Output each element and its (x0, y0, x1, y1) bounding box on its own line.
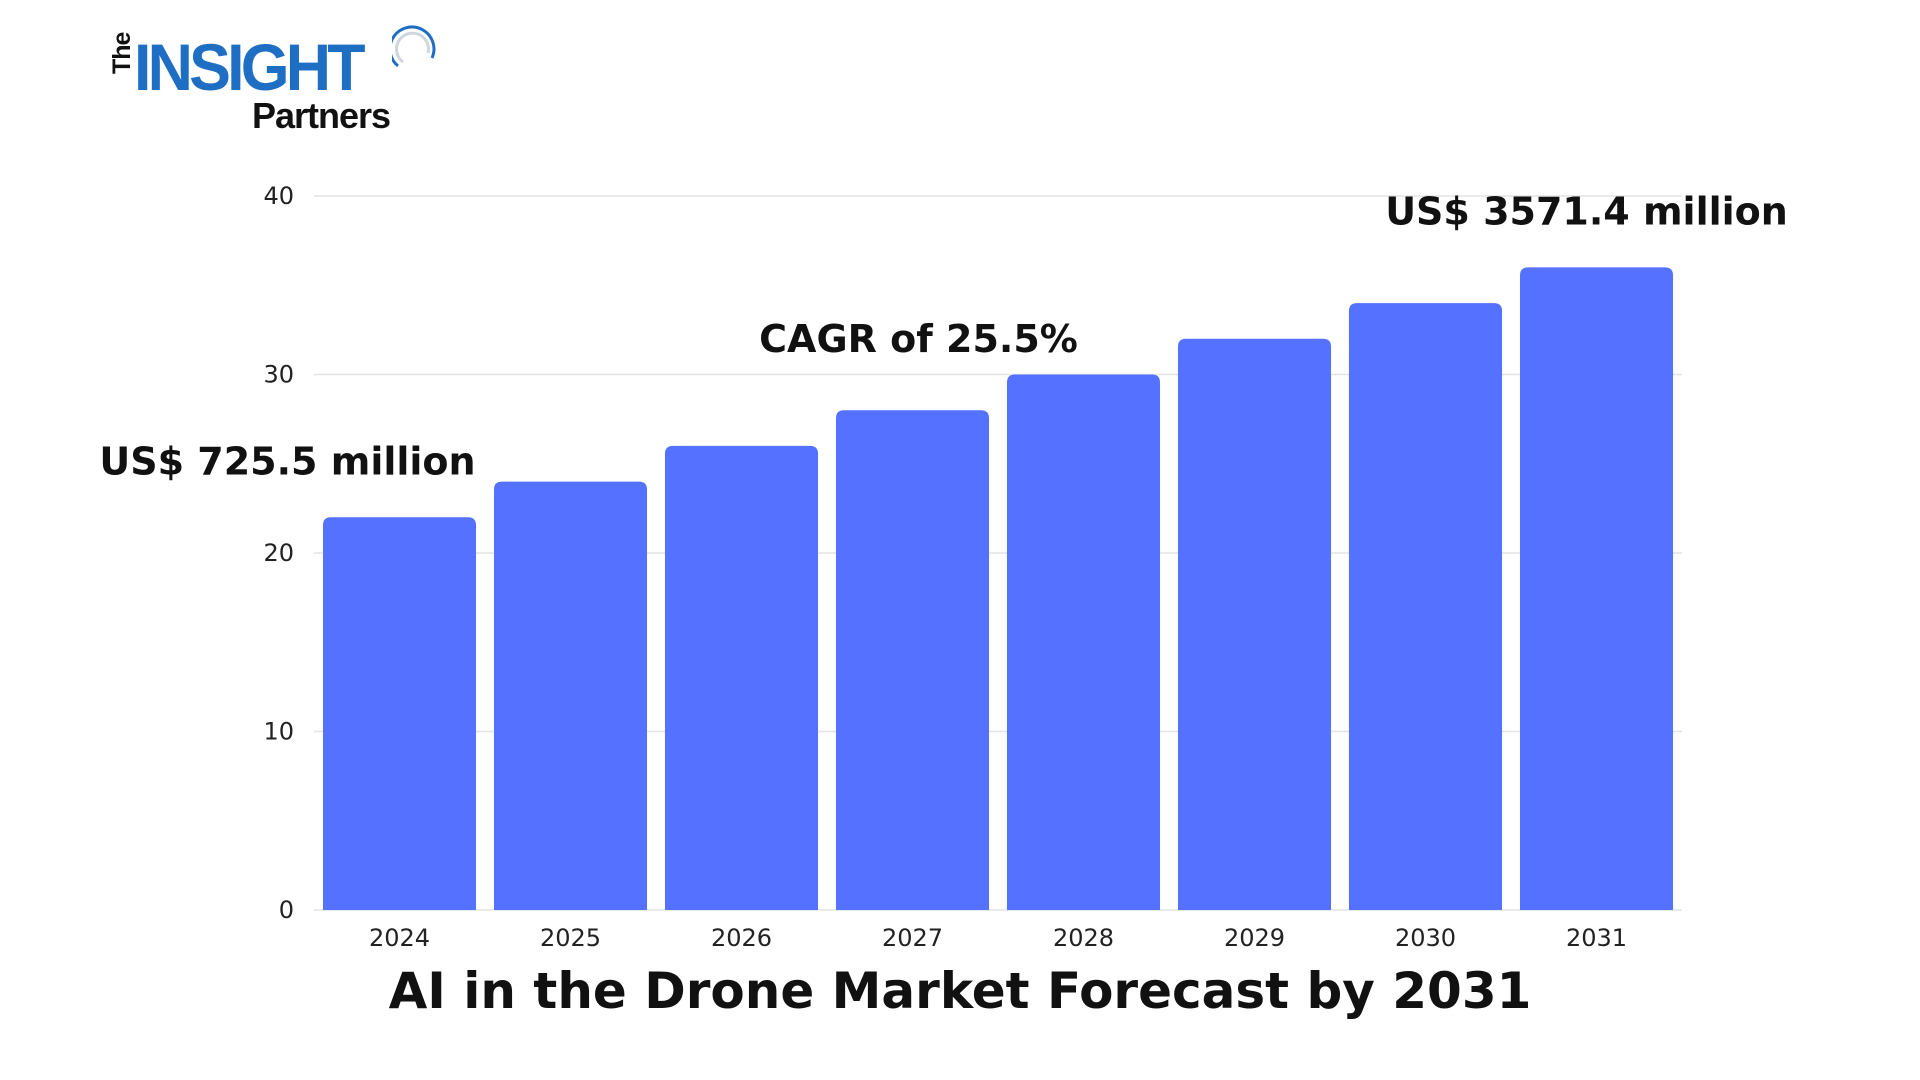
y-tick-label: 10 (263, 718, 294, 746)
x-tick-label: 2025 (540, 924, 601, 952)
bar-2025 (493, 481, 648, 910)
x-tick-label: 2026 (711, 924, 772, 952)
annotation-label: CAGR of 25.5% (759, 317, 1078, 361)
bar-2031 (1519, 267, 1674, 910)
bar-2028 (1006, 374, 1161, 910)
y-axis-ticks: 0 10 20 30 40 (263, 182, 294, 924)
x-tick-label: 2030 (1395, 924, 1456, 952)
x-tick-label: 2029 (1224, 924, 1285, 952)
logo-partners-text: Partners (252, 95, 391, 136)
logo-insight-text: INSIGHT (134, 30, 365, 104)
bar-2027 (835, 410, 990, 910)
bars (322, 267, 1674, 911)
the-insight-partners-logo: The INSIGHT Partners (106, 22, 446, 142)
x-tick-label: 2024 (369, 924, 430, 952)
bar-2026 (664, 445, 819, 910)
y-tick-label: 40 (263, 182, 294, 210)
x-tick-label: 2028 (1053, 924, 1114, 952)
annotations: US$ 725.5 million CAGR of 25.5% US$ 3571.4… (99, 189, 1787, 483)
y-tick-label: 0 (279, 896, 294, 924)
annotation-label: US$ 725.5 million (99, 439, 475, 483)
x-axis-ticks: 2024 2025 2026 2027 2028 2029 2030 2031 (369, 924, 1627, 952)
logo-magnifier-icon (392, 25, 436, 68)
annotation-label: US$ 3571.4 million (1385, 189, 1788, 233)
y-tick-label: 20 (263, 539, 294, 567)
x-tick-label: 2027 (882, 924, 943, 952)
chart-title: AI in the Drone Market Forecast by 2031 (389, 962, 1532, 1020)
bar-2029 (1177, 338, 1332, 910)
bar-2030 (1348, 303, 1503, 911)
y-tick-label: 30 (263, 361, 294, 389)
x-tick-label: 2031 (1566, 924, 1627, 952)
bar-2024 (322, 517, 477, 910)
